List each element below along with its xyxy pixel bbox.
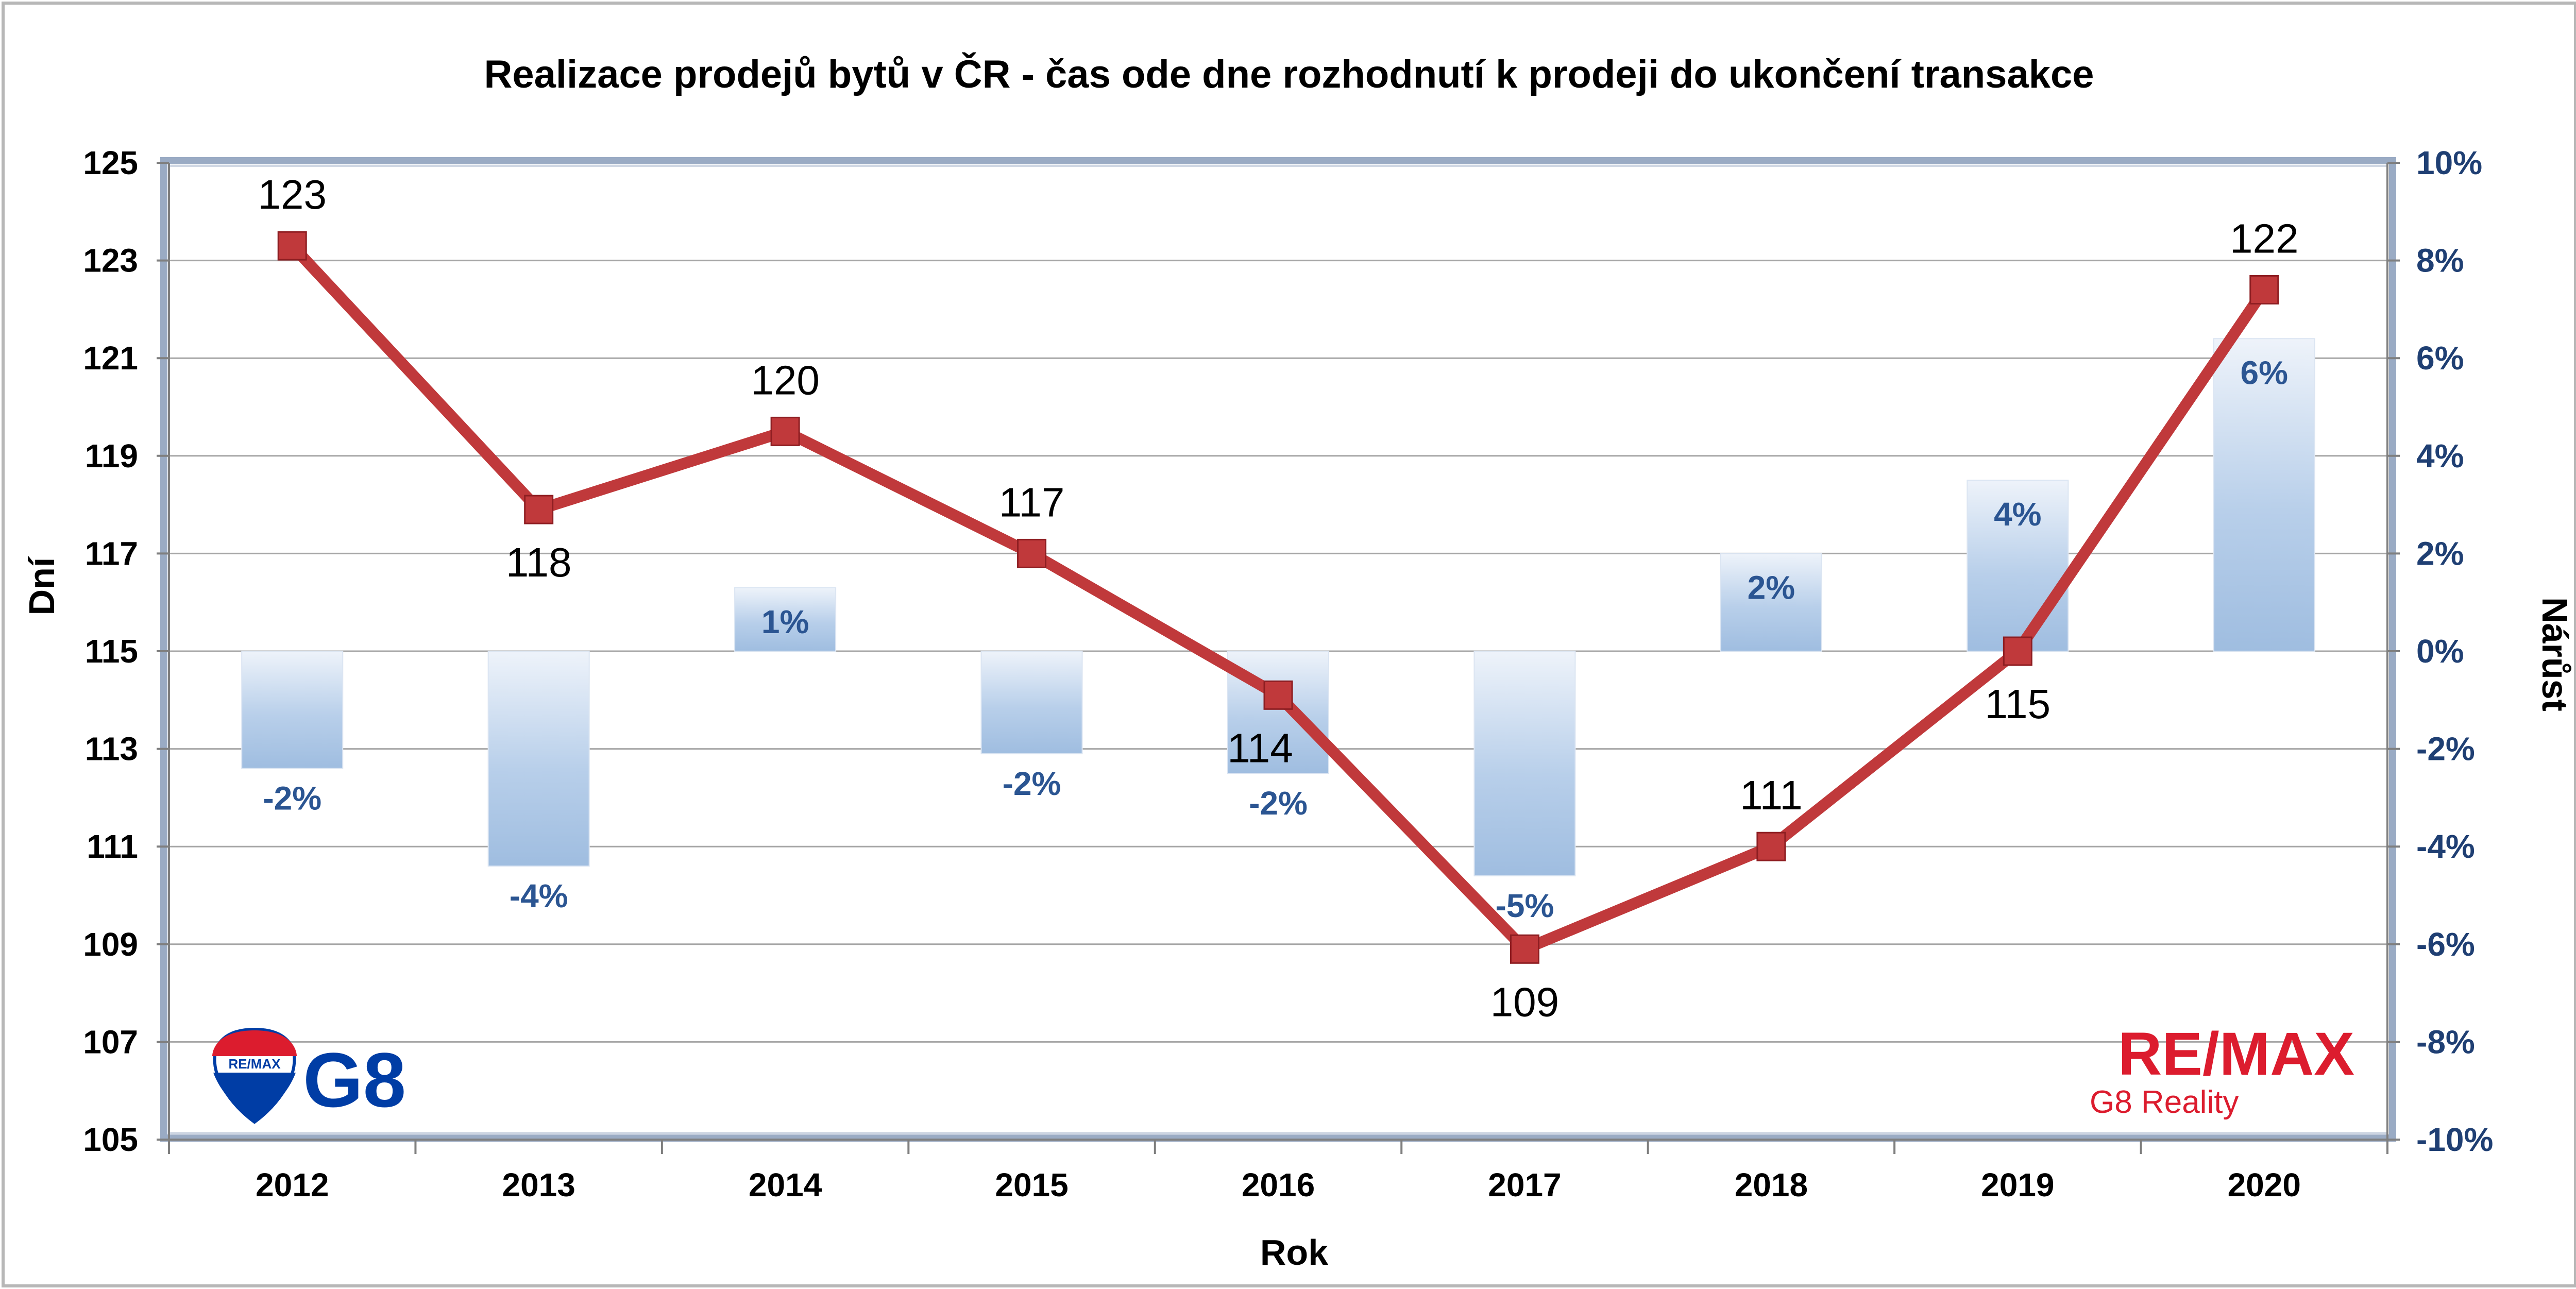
line-data-label: 111 [1740, 772, 1803, 818]
bar [734, 587, 837, 652]
bar-data-label: -5% [1496, 887, 1554, 924]
line-data-label: 120 [751, 357, 819, 403]
y-axis-right-title: Nárůst [2535, 597, 2575, 711]
line-marker [1510, 934, 1539, 964]
data-labels: -2% -4% 1% -2% -2% -5% 2% 4% 6% 123 118 120 117 114 10… [258, 172, 2298, 1025]
x-tick-label: 2012 [256, 1166, 329, 1203]
bar-data-label: 2% [1748, 569, 1795, 606]
bar [1473, 651, 1576, 877]
x-tick-label: 2017 [1488, 1166, 1561, 1203]
y-left-tick-label: 109 [83, 926, 138, 963]
y-left-tick-label: 115 [85, 633, 138, 670]
x-tick-label: 2013 [502, 1166, 575, 1203]
bar [2213, 338, 2315, 652]
g8-logo-text: G8 [303, 1037, 406, 1123]
y-right-tick-label: -8% [2416, 1023, 2475, 1060]
y-left-tick-label: 113 [85, 731, 138, 768]
line-marker [277, 231, 307, 261]
line-marker [770, 416, 800, 446]
x-tick-label: 2020 [2228, 1166, 2301, 1203]
remax-logo-text: RE/MAX [2118, 1020, 2354, 1088]
line-marker [2249, 275, 2279, 304]
bar-data-label: 6% [2241, 354, 2289, 391]
balloon-text: RE/MAX [228, 1056, 281, 1072]
bar-series [241, 338, 2315, 877]
y-right-tick-label: -6% [2416, 926, 2475, 963]
line-data-label: 115 [1985, 681, 2051, 727]
bar-data-label: 4% [1994, 496, 2042, 533]
bar [1720, 553, 1822, 652]
g8-logo: RE/MAX G8 [212, 1027, 406, 1124]
line-marker [1263, 680, 1293, 710]
line-series [277, 231, 2279, 964]
remax-balloon-icon: RE/MAX [212, 1027, 297, 1124]
y-left-tick-label: 107 [83, 1023, 138, 1060]
bar-data-label: 1% [761, 603, 809, 640]
line-marker [1017, 538, 1047, 568]
line-marker [2003, 636, 2032, 666]
remax-logo: RE/MAX G8 Reality [2090, 1020, 2354, 1120]
remax-logo-subtitle: G8 Reality [2090, 1084, 2239, 1120]
line-marker [524, 495, 554, 524]
y-left-tick-label: 125 [83, 144, 138, 181]
plot-area-border [160, 157, 2396, 1142]
y-axis-left-title: Dní [22, 556, 62, 615]
x-tick-label: 2015 [995, 1166, 1068, 1203]
y-right-tick-label: -4% [2416, 828, 2475, 865]
y-right-tick-label: 2% [2416, 535, 2464, 572]
y-left-tick-label: 119 [85, 437, 138, 474]
line-data-label: 117 [999, 479, 1065, 525]
bar-data-label: -2% [1249, 785, 1308, 822]
line-data-label: 114 [1227, 725, 1293, 771]
bar [241, 651, 344, 769]
y-right-tick-label: 10% [2416, 144, 2482, 181]
y-right-tick-label: 8% [2416, 242, 2464, 279]
y-right-tick-label: -2% [2416, 731, 2475, 768]
y-right-tick-label: 0% [2416, 633, 2464, 670]
axes: 105 107 109 111 113 115 117 119 121 123 125 -10% -8%… [83, 144, 2493, 1203]
x-tick-label: 2014 [749, 1166, 822, 1203]
x-tick-label: 2018 [1735, 1166, 1808, 1203]
bar-data-label: -4% [510, 877, 568, 914]
line-data-label: 122 [2230, 215, 2298, 261]
y-left-tick-label: 117 [85, 535, 138, 572]
bar-data-label: -2% [263, 780, 321, 817]
y-left-tick-label: 121 [83, 340, 138, 377]
x-tick-label: 2019 [1981, 1166, 2054, 1203]
bar [487, 651, 590, 867]
line-data-label: 123 [258, 172, 326, 217]
x-axis-title: Rok [1260, 1232, 1328, 1273]
line-data-label: 118 [506, 539, 572, 585]
line-data-label: 109 [1490, 979, 1559, 1025]
bar [980, 651, 1083, 755]
bar [1967, 480, 2069, 652]
y-right-tick-label: -10% [2416, 1121, 2493, 1158]
y-right-tick-label: 6% [2416, 340, 2464, 377]
y-left-tick-label: 111 [87, 828, 138, 865]
y-left-tick-label: 105 [83, 1121, 138, 1158]
y-left-tick-label: 123 [83, 242, 138, 279]
bar-data-label: -2% [1003, 765, 1061, 802]
x-tick-label: 2016 [1242, 1166, 1315, 1203]
line-marker [1756, 832, 1786, 861]
chart-title: Realizace prodejů bytů v ČR - čas ode dn… [484, 53, 2094, 96]
y-right-tick-label: 4% [2416, 437, 2464, 474]
